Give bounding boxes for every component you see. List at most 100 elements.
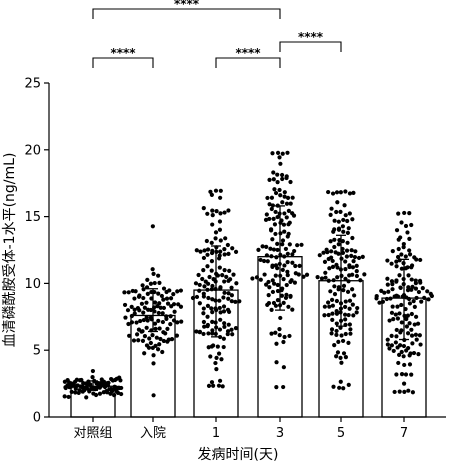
data-point <box>410 284 415 289</box>
data-point <box>264 282 269 287</box>
data-point <box>285 251 290 256</box>
data-point <box>389 333 394 338</box>
data-point <box>343 299 348 304</box>
data-point <box>132 311 137 316</box>
data-point <box>194 294 200 300</box>
data-point <box>158 305 163 310</box>
data-point <box>295 243 300 248</box>
data-point <box>330 258 335 264</box>
data-point <box>119 391 124 397</box>
data-point <box>328 289 333 294</box>
data-point <box>285 195 291 200</box>
data-point <box>220 273 225 278</box>
data-point <box>77 388 82 393</box>
data-point <box>382 290 387 295</box>
data-point <box>222 321 227 326</box>
data-point <box>422 295 427 300</box>
data-point <box>380 299 386 304</box>
data-point <box>338 190 343 195</box>
data-point <box>286 304 291 309</box>
data-point <box>336 339 341 344</box>
data-point <box>280 151 285 156</box>
data-point <box>210 319 215 325</box>
data-point <box>134 320 139 325</box>
data-point <box>328 212 333 217</box>
data-point <box>387 318 392 323</box>
data-point <box>278 315 283 321</box>
data-point <box>347 306 352 311</box>
data-point <box>281 365 286 370</box>
data-point <box>398 343 403 348</box>
data-point <box>126 321 131 327</box>
data-point <box>286 208 291 213</box>
data-point <box>205 264 210 269</box>
data-point <box>346 340 351 345</box>
data-point <box>319 276 325 281</box>
data-point <box>281 277 286 282</box>
data-point <box>73 390 78 395</box>
data-point <box>280 267 285 272</box>
data-point <box>389 310 395 315</box>
data-point <box>386 289 391 294</box>
data-point <box>411 350 417 356</box>
data-point <box>277 327 282 332</box>
data-point <box>317 253 322 258</box>
data-point <box>332 237 337 242</box>
data-point <box>420 286 425 291</box>
data-point <box>258 257 263 263</box>
data-point <box>387 346 392 351</box>
data-point <box>407 321 412 326</box>
data-point <box>343 331 348 337</box>
x-tick-label-3: 3 <box>276 426 284 441</box>
data-point <box>323 275 328 280</box>
data-point <box>282 229 287 234</box>
y-tick-label-4: 20 <box>24 143 41 158</box>
data-point <box>157 301 162 306</box>
data-point <box>327 266 332 271</box>
data-point <box>209 259 215 264</box>
data-point <box>267 216 272 222</box>
data-point <box>275 214 280 220</box>
data-point <box>98 381 103 386</box>
data-point <box>351 313 356 318</box>
data-point <box>167 288 172 293</box>
data-point <box>410 341 415 346</box>
data-point <box>304 272 310 277</box>
data-point <box>202 248 207 253</box>
data-point <box>419 299 424 304</box>
data-point <box>394 228 400 233</box>
data-point <box>337 385 342 390</box>
data-point <box>343 213 348 218</box>
data-point <box>225 307 231 312</box>
significance-bracket-1 <box>92 57 154 68</box>
data-point <box>326 278 331 283</box>
data-point <box>385 258 390 263</box>
data-points <box>62 150 434 400</box>
data-point <box>136 338 141 343</box>
data-point <box>274 385 279 390</box>
data-point <box>141 287 146 292</box>
data-point <box>404 324 410 329</box>
data-point <box>211 343 216 348</box>
data-point <box>321 250 326 255</box>
data-point <box>270 278 275 283</box>
data-point <box>209 306 214 311</box>
data-point <box>280 200 285 205</box>
data-point <box>286 231 291 236</box>
data-point <box>140 329 145 334</box>
data-point <box>256 247 261 253</box>
data-point <box>340 338 346 344</box>
data-point <box>399 320 404 325</box>
data-point <box>194 248 199 253</box>
data-point <box>222 279 227 284</box>
data-point <box>217 351 222 356</box>
data-point <box>125 308 131 313</box>
data-point <box>201 306 206 311</box>
data-point <box>329 206 334 211</box>
data-point <box>269 307 274 312</box>
data-point <box>161 305 167 311</box>
data-point <box>326 312 331 318</box>
data-point <box>132 296 137 301</box>
data-point <box>346 226 351 231</box>
data-point <box>399 252 404 257</box>
